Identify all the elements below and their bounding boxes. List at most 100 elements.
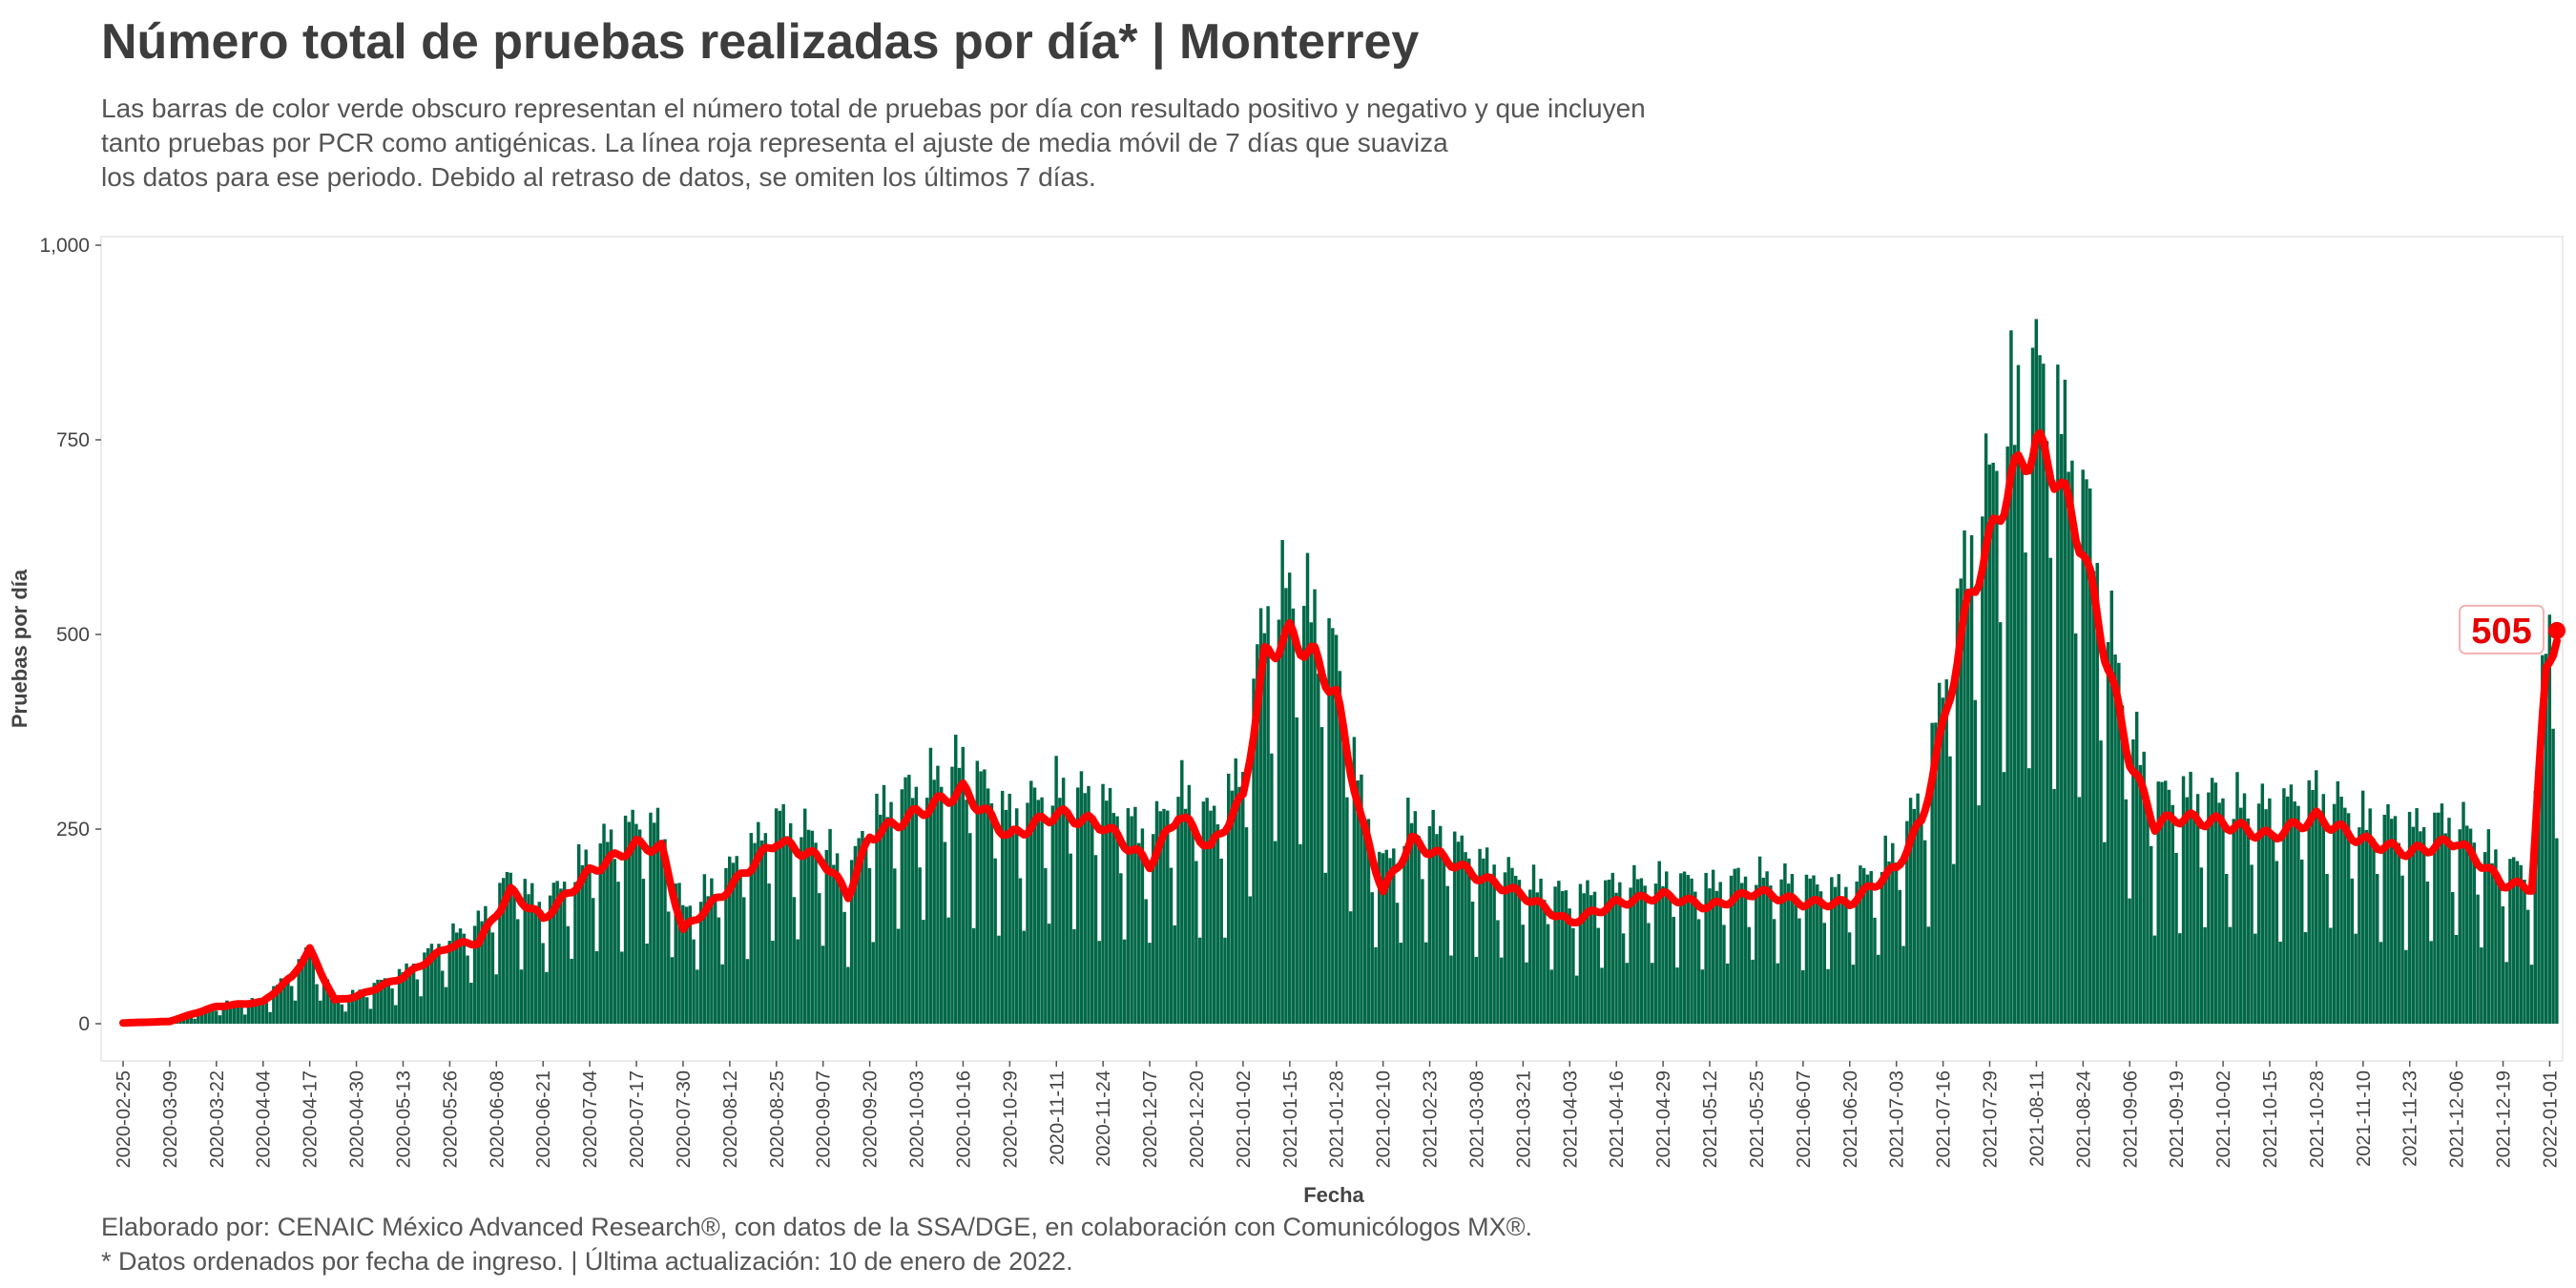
- bar: [2451, 892, 2455, 1024]
- bar: [1549, 969, 1554, 1024]
- bar: [325, 979, 330, 1024]
- bar: [2454, 934, 2459, 1024]
- x-tick-label: 2021-09-06: [2120, 1070, 2141, 1168]
- bar: [509, 872, 512, 1024]
- bar: [1173, 924, 1176, 1024]
- bar: [602, 823, 606, 1024]
- bar: [2131, 739, 2135, 1024]
- bar: [2533, 791, 2537, 1024]
- bar: [627, 821, 632, 1024]
- bar: [849, 860, 854, 1024]
- chart-subtitle: Las barras de color verde obscuro repres…: [101, 92, 1914, 195]
- bar: [1270, 753, 1274, 1024]
- bar: [1797, 918, 1801, 1024]
- bar: [2088, 488, 2092, 1024]
- bar: [1244, 827, 1249, 1024]
- bar: [1564, 890, 1568, 1024]
- bar: [1621, 933, 1626, 1024]
- bar: [2303, 932, 2308, 1024]
- bar: [2519, 864, 2523, 1024]
- bar: [1574, 975, 1579, 1024]
- bar: [2307, 779, 2311, 1024]
- bar: [214, 1010, 218, 1024]
- bar: [2317, 815, 2322, 1024]
- bar: [282, 979, 286, 1024]
- bar: [2012, 445, 2017, 1024]
- bar: [738, 873, 742, 1024]
- bar: [1248, 896, 1253, 1024]
- bar: [2070, 460, 2074, 1024]
- bar: [1366, 819, 1371, 1024]
- x-tick-label: 2021-12-19: [2494, 1070, 2515, 1168]
- bar: [1378, 851, 1381, 1024]
- x-tick-label: 2021-04-16: [1607, 1070, 1628, 1168]
- bar: [2315, 770, 2318, 1024]
- bar: [2268, 798, 2272, 1024]
- bar: [2117, 662, 2121, 1024]
- bar: [1362, 823, 1367, 1024]
- bar: [1643, 885, 1647, 1024]
- bar: [1877, 954, 1880, 1024]
- x-tick-label: 2020-10-16: [953, 1070, 974, 1168]
- bar: [749, 832, 754, 1024]
- bar: [466, 955, 469, 1024]
- bar: [1431, 809, 1435, 1024]
- bar: [1672, 916, 1675, 1024]
- bar: [519, 969, 524, 1024]
- bar: [1169, 867, 1174, 1024]
- bar: [2005, 447, 2009, 1024]
- bar: [2293, 801, 2296, 1024]
- end-value-annotation: 505: [2459, 604, 2566, 654]
- bar: [1531, 864, 1536, 1024]
- bar: [641, 879, 646, 1024]
- bar: [1916, 793, 1920, 1024]
- bar: [613, 859, 617, 1024]
- bar: [1256, 644, 1259, 1024]
- bar: [631, 809, 634, 1024]
- bar: [1309, 622, 1313, 1024]
- x-tick-label: 2022-01-01: [2540, 1070, 2561, 1168]
- bar: [835, 853, 840, 1024]
- bar: [1657, 861, 1661, 1024]
- bar: [462, 933, 467, 1024]
- bar: [1409, 822, 1414, 1024]
- bar: [1449, 955, 1453, 1024]
- bar: [1331, 628, 1335, 1024]
- bar: [1348, 911, 1353, 1024]
- bar: [2106, 642, 2110, 1024]
- bar: [2523, 880, 2526, 1024]
- bar: [2404, 949, 2408, 1024]
- end-value-marker: [2548, 621, 2566, 639]
- bar: [997, 935, 1001, 1024]
- bar: [1197, 937, 1202, 1024]
- bar: [548, 895, 552, 1024]
- bar: [239, 1008, 243, 1024]
- bar: [1291, 608, 1296, 1024]
- bar: [383, 978, 387, 1024]
- bar: [1952, 863, 1956, 1024]
- bar: [2210, 778, 2214, 1024]
- bar: [910, 798, 915, 1024]
- bar: [2254, 933, 2257, 1024]
- bar: [1226, 773, 1231, 1024]
- bar: [957, 767, 962, 1024]
- bar: [2128, 898, 2131, 1024]
- bar: [2164, 780, 2168, 1024]
- bar: [889, 801, 893, 1024]
- bar: [1808, 878, 1812, 1024]
- bar: [663, 839, 667, 1024]
- bar: [2397, 842, 2401, 1024]
- bar: [2099, 740, 2103, 1024]
- bar: [1568, 908, 1571, 1024]
- bar: [1578, 883, 1583, 1024]
- bar: [2360, 790, 2365, 1024]
- bar: [232, 1001, 237, 1024]
- bar: [1496, 920, 1500, 1024]
- x-tick-label: 2021-01-28: [1327, 1070, 1348, 1168]
- bar: [1790, 874, 1795, 1024]
- bar: [1941, 697, 1945, 1024]
- bar: [527, 894, 530, 1024]
- bar: [1191, 824, 1195, 1024]
- bar: [197, 1010, 200, 1024]
- bar: [1413, 811, 1418, 1024]
